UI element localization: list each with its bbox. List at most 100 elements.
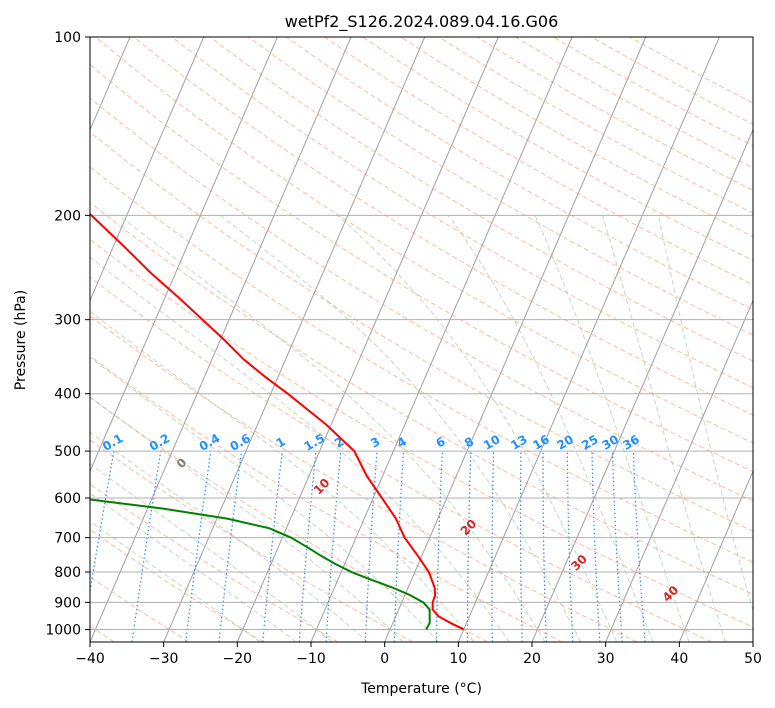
dry-adiabat-line	[90, 315, 638, 642]
mixing-ratio-label: 3	[368, 434, 382, 450]
x-tick-label: 40	[670, 651, 688, 667]
mixing-ratio-label: 1.5	[302, 431, 327, 454]
background-lines	[90, 37, 753, 642]
moist-adiabat-line	[447, 215, 654, 642]
x-tick-label: 20	[523, 651, 541, 667]
mixing-ratio-line	[262, 451, 283, 642]
x-tick-label: 50	[744, 651, 762, 667]
x-tick-label: −10	[296, 651, 326, 667]
mixing-ratio-line	[611, 451, 623, 642]
y-tick-label: 700	[54, 531, 81, 547]
dry-adiabat-line	[90, 528, 264, 642]
dry-adiabat-line	[90, 97, 753, 502]
mixing-ratio-label: 0.2	[147, 431, 172, 454]
dry-adiabat-line	[133, 37, 753, 416]
isotherm-line	[605, 299, 753, 642]
dry-adiabat-line	[90, 483, 339, 642]
dry-adiabat-line	[90, 166, 753, 563]
moist-adiabat-label: 0	[174, 455, 190, 471]
mixing-ratio-label: 6	[433, 434, 447, 450]
mixing-ratio-line	[131, 451, 162, 642]
axis-ticks: −40 −30 −20 −10 0 10 20 30 40 5010020030040050060…	[45, 30, 762, 667]
mixing-ratio-line	[185, 451, 212, 642]
moist-adiabat-line	[118, 214, 546, 642]
mixing-ratio-label: 1	[274, 434, 288, 450]
profile-series	[90, 212, 465, 631]
moist-adiabat-line	[90, 463, 333, 642]
x-tick-label: −20	[223, 651, 253, 667]
moist-adiabat-line	[90, 431, 368, 642]
moist-adiabat-line	[90, 256, 510, 642]
mixing-ratio-line	[566, 451, 574, 642]
moist-adiabat-line	[219, 214, 582, 642]
dry-adiabat-line	[90, 355, 563, 642]
isotherm-line	[163, 37, 426, 642]
y-tick-label: 600	[54, 491, 81, 507]
moist-adiabat-line	[90, 356, 439, 642]
isotherm-line	[531, 128, 753, 642]
dry-adiabat-line	[591, 37, 753, 125]
dewpoint-profile-line	[90, 498, 431, 630]
dry-adiabat-line	[247, 37, 753, 336]
isotherm-line	[236, 37, 499, 642]
dry-adiabat-line	[90, 276, 712, 642]
x-tick-label: 0	[380, 651, 389, 667]
y-tick-label: 200	[54, 208, 81, 224]
mixing-ratio-label: 0.6	[227, 431, 252, 454]
dry-adiabat-line	[285, 37, 753, 311]
moist-adiabat-line	[534, 215, 690, 642]
x-tick-label: −30	[149, 651, 179, 667]
line-labels: 0.10.20.40.611.52346810131620253036-100-…	[100, 431, 682, 605]
mixing-ratio-line	[90, 450, 115, 595]
y-tick-label: 800	[54, 565, 81, 581]
y-tick-label: 500	[54, 444, 81, 460]
moist-adiabat-line	[602, 215, 727, 642]
moist-adiabat-label: 30	[568, 552, 590, 574]
dry-adiabat-line	[553, 37, 753, 147]
moist-adiabat-label: 40	[660, 583, 682, 605]
moist-adiabat-line	[657, 215, 753, 613]
y-axis-label: Pressure (hPa)	[13, 290, 29, 390]
x-tick-label: −40	[75, 651, 105, 667]
dry-adiabat-line	[171, 37, 753, 389]
isotherm-line	[90, 37, 205, 302]
dry-adiabat-line	[362, 37, 753, 261]
moist-adiabat-label: 10	[311, 476, 333, 498]
isotherm-line	[90, 37, 352, 642]
moist-adiabat-label: 20	[458, 517, 480, 539]
dry-adiabat-line	[90, 396, 488, 642]
mixing-ratio-line	[218, 451, 243, 642]
mixing-ratio-label: 30	[600, 432, 621, 452]
moist-adiabat-line	[90, 492, 297, 642]
dry-adiabat-line	[90, 439, 414, 642]
isotherm-line	[384, 37, 647, 642]
moist-adiabat-line	[90, 396, 404, 642]
chart-title: wetPf2_S126.2024.089.04.16.G06	[285, 12, 559, 32]
dry-adiabat-line	[90, 131, 753, 532]
isotherm-line	[678, 470, 753, 642]
y-tick-label: 400	[54, 387, 81, 403]
dry-adiabat-line	[95, 37, 753, 444]
x-axis-label: Temperature (°C)	[360, 681, 482, 697]
isotherm-line	[310, 37, 573, 642]
moist-adiabat-line	[90, 310, 475, 642]
mixing-ratio-line	[298, 451, 317, 642]
dry-adiabat-line	[90, 202, 753, 595]
isotherm-line	[90, 37, 278, 473]
mixing-ratio-label: 8	[462, 434, 476, 450]
y-tick-label: 1000	[45, 622, 81, 638]
mixing-ratio-label: 25	[579, 432, 600, 452]
dry-adiabat-line	[209, 37, 753, 362]
y-tick-label: 300	[54, 313, 81, 329]
y-tick-label: 900	[54, 595, 81, 611]
mixing-ratio-line	[591, 451, 601, 642]
mixing-ratio-label: 4	[395, 434, 409, 450]
mixing-ratio-line	[364, 451, 378, 642]
x-tick-label: 30	[597, 651, 615, 667]
mixing-ratio-label: 16	[530, 432, 551, 452]
mixing-ratio-line	[491, 451, 495, 642]
isotherm-line	[752, 640, 753, 642]
temperature-profile-line	[90, 212, 465, 631]
moist-adiabat-line	[90, 520, 261, 642]
